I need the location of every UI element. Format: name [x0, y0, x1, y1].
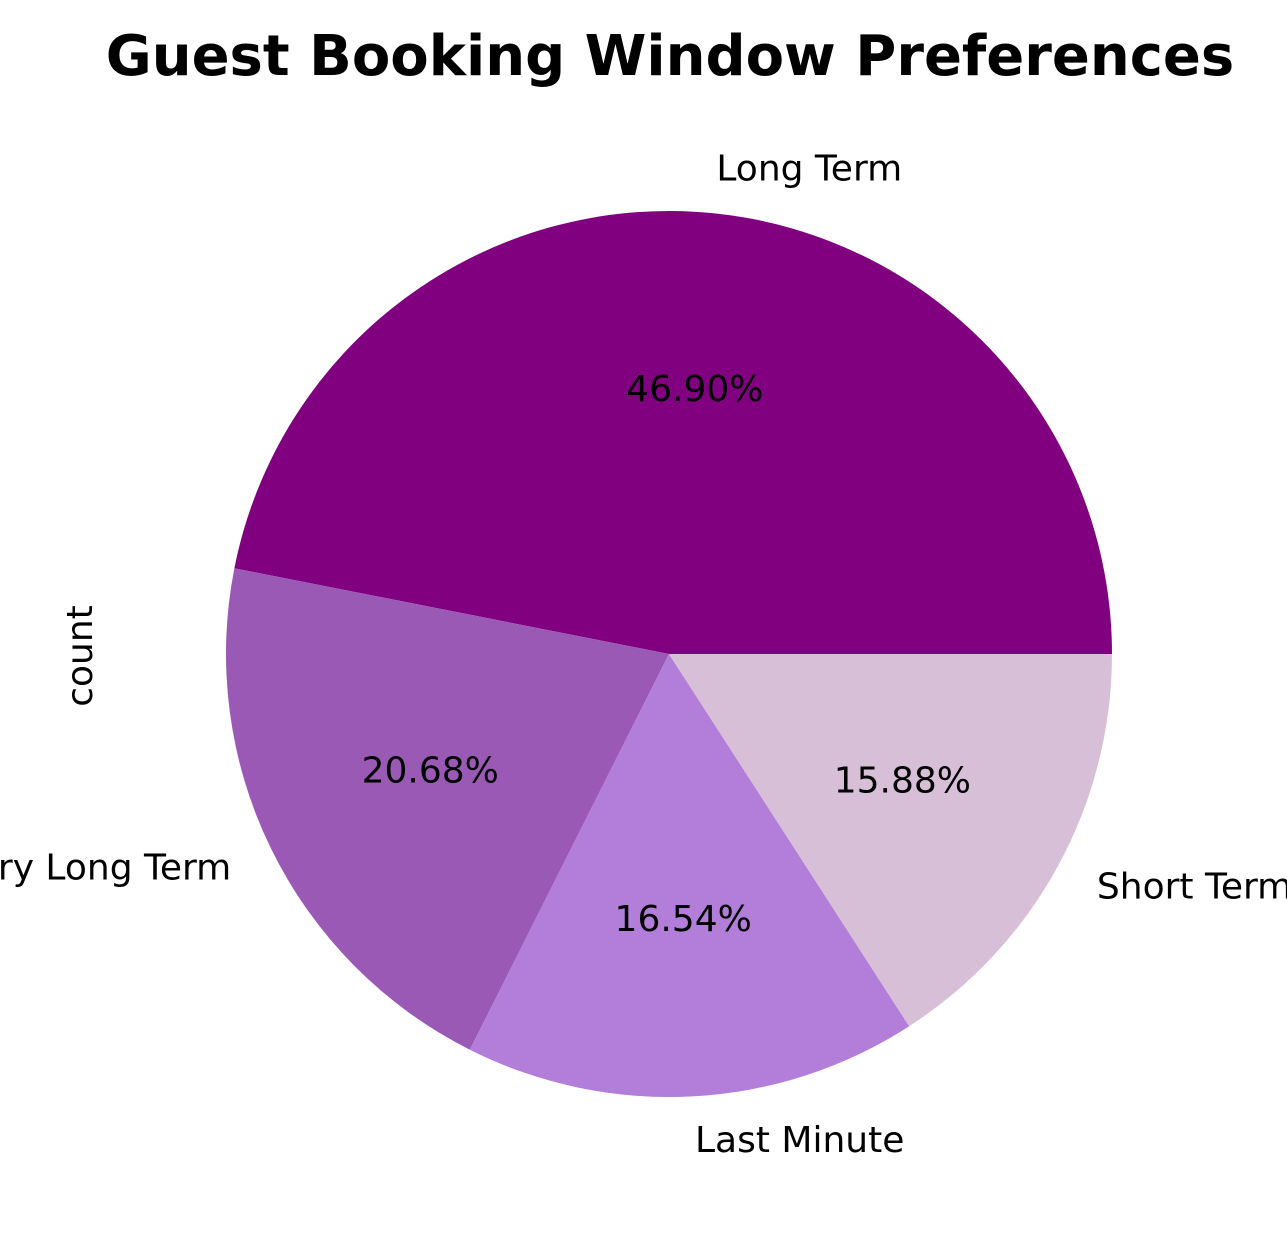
slice-percent-last-minute: 16.54% [615, 899, 752, 940]
pie-slice-short-term [669, 654, 1112, 1027]
slice-percent-very-long-term: 20.68% [362, 750, 499, 791]
pie-slice-very-long-term [226, 568, 669, 1050]
slice-label-last-minute: Last Minute [695, 1120, 904, 1161]
pie-slice-last-minute [469, 654, 910, 1098]
chart-title: Guest Booking Window Preferences [106, 24, 1235, 89]
pie-slices [226, 211, 1113, 1098]
pie-slice-long-term [234, 211, 1113, 654]
slice-percent-short-term: 15.88% [834, 761, 971, 802]
slice-label-very-long-term: Very Long Term [0, 848, 231, 889]
slice-percent-long-term: 46.90% [626, 369, 763, 410]
pie-labels: Long Term 46.90% Very Long Term 20.68% Last … [0, 149, 1287, 1162]
y-axis-label: count [60, 605, 101, 707]
slice-label-long-term: Long Term [716, 149, 902, 190]
slice-label-short-term: Short Term [1097, 867, 1287, 908]
